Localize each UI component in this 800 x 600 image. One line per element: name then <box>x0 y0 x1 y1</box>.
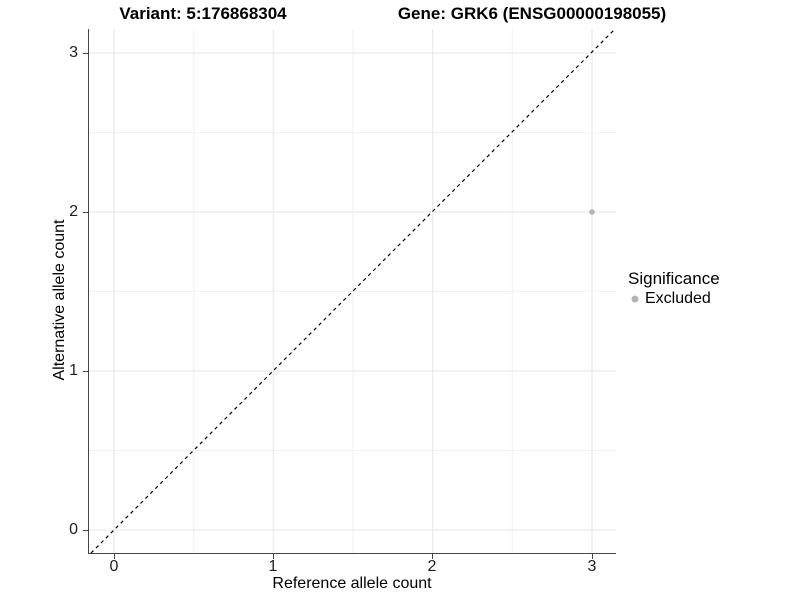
y-tick <box>83 212 88 213</box>
x-tick-label: 1 <box>268 558 278 575</box>
data-point-excluded <box>589 209 595 215</box>
plot-panel-svg <box>89 29 616 553</box>
x-tick-label: 2 <box>427 558 437 575</box>
y-axis-line <box>88 29 89 554</box>
y-tick <box>83 530 88 531</box>
legend-point-icon <box>631 295 639 303</box>
legend-item-excluded: Excluded <box>628 290 720 308</box>
legend-item-label: Excluded <box>645 290 711 307</box>
y-tick-label: 1 <box>69 362 78 379</box>
plot-title-gene: Gene: GRK6 (ENSG00000198055) <box>397 4 667 23</box>
y-tick <box>83 371 88 372</box>
y-tick-label: 0 <box>69 521 78 538</box>
x-tick <box>273 554 274 559</box>
y-tick <box>83 53 88 54</box>
y-tick-label: 3 <box>69 44 78 61</box>
x-axis-line <box>88 553 616 554</box>
x-axis-title: Reference allele count <box>272 575 432 592</box>
x-tick <box>432 554 433 559</box>
x-tick-label: 0 <box>109 558 119 575</box>
legend: Significance Excluded <box>628 269 720 308</box>
grid-major <box>89 29 616 553</box>
x-tick-label: 3 <box>587 558 597 575</box>
identity-reference-line <box>90 29 616 553</box>
legend-title: Significance <box>628 269 720 288</box>
y-axis-title: Alternative allele count <box>51 219 68 381</box>
grid-minor <box>89 29 616 553</box>
x-tick <box>114 554 115 559</box>
x-tick <box>592 554 593 559</box>
plot-title-variant: Variant: 5:176868304 <box>119 4 287 23</box>
y-tick-label: 2 <box>69 203 78 220</box>
plot-panel <box>89 29 616 553</box>
